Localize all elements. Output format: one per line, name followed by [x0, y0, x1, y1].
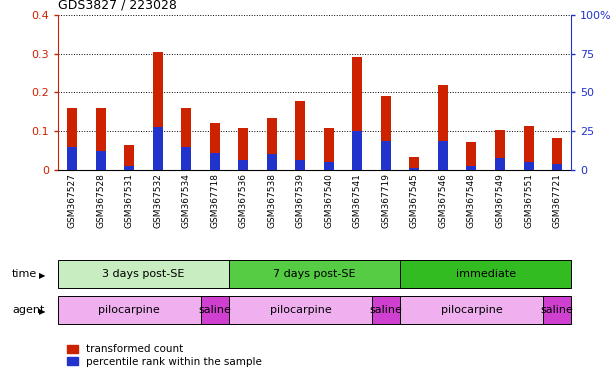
Bar — [324, 162, 334, 170]
Bar — [125, 145, 134, 170]
Bar — [267, 118, 277, 170]
Text: ▶: ▶ — [39, 271, 46, 280]
Bar — [229, 260, 400, 288]
Bar — [238, 128, 249, 170]
Bar — [552, 138, 562, 170]
Text: pilocarpine: pilocarpine — [269, 305, 331, 314]
Text: saline: saline — [541, 305, 574, 314]
Bar — [210, 152, 220, 170]
Bar — [381, 96, 391, 170]
Text: time: time — [12, 269, 37, 279]
Legend: transformed count, percentile rank within the sample: transformed count, percentile rank withi… — [64, 340, 266, 371]
Text: agent: agent — [12, 305, 45, 314]
Text: saline: saline — [370, 305, 403, 314]
Bar — [371, 296, 400, 324]
Text: ▶: ▶ — [39, 307, 46, 316]
Bar — [96, 151, 106, 170]
Bar — [229, 296, 371, 324]
Bar — [125, 166, 134, 170]
Text: 3 days post-SE: 3 days post-SE — [103, 269, 185, 279]
Bar — [67, 147, 78, 170]
Bar — [438, 86, 448, 170]
Bar — [238, 160, 249, 170]
Bar — [409, 157, 420, 170]
Bar — [153, 127, 163, 170]
Bar — [409, 168, 420, 170]
Bar — [210, 122, 220, 170]
Bar — [296, 101, 306, 170]
Bar — [524, 162, 533, 170]
Bar — [58, 296, 200, 324]
Bar — [324, 128, 334, 170]
Bar — [495, 131, 505, 170]
Text: saline: saline — [199, 305, 232, 314]
Text: GDS3827 / 223028: GDS3827 / 223028 — [58, 0, 177, 11]
Bar — [58, 260, 229, 288]
Text: immediate: immediate — [456, 269, 516, 279]
Text: pilocarpine: pilocarpine — [98, 305, 160, 314]
Text: 7 days post-SE: 7 days post-SE — [273, 269, 356, 279]
Bar — [467, 166, 477, 170]
Bar — [467, 142, 477, 170]
Bar — [495, 158, 505, 170]
Bar — [153, 52, 163, 170]
Bar — [400, 260, 571, 288]
Bar — [381, 141, 391, 170]
Bar — [353, 57, 362, 170]
Bar — [181, 108, 191, 170]
Bar — [543, 296, 571, 324]
Bar — [267, 154, 277, 170]
Bar — [67, 108, 78, 170]
Bar — [438, 141, 448, 170]
Bar — [296, 160, 306, 170]
Bar — [96, 108, 106, 170]
Bar — [181, 147, 191, 170]
Bar — [353, 131, 362, 170]
Bar — [552, 164, 562, 170]
Bar — [400, 296, 543, 324]
Text: pilocarpine: pilocarpine — [441, 305, 502, 314]
Bar — [524, 126, 533, 170]
Bar — [200, 296, 229, 324]
